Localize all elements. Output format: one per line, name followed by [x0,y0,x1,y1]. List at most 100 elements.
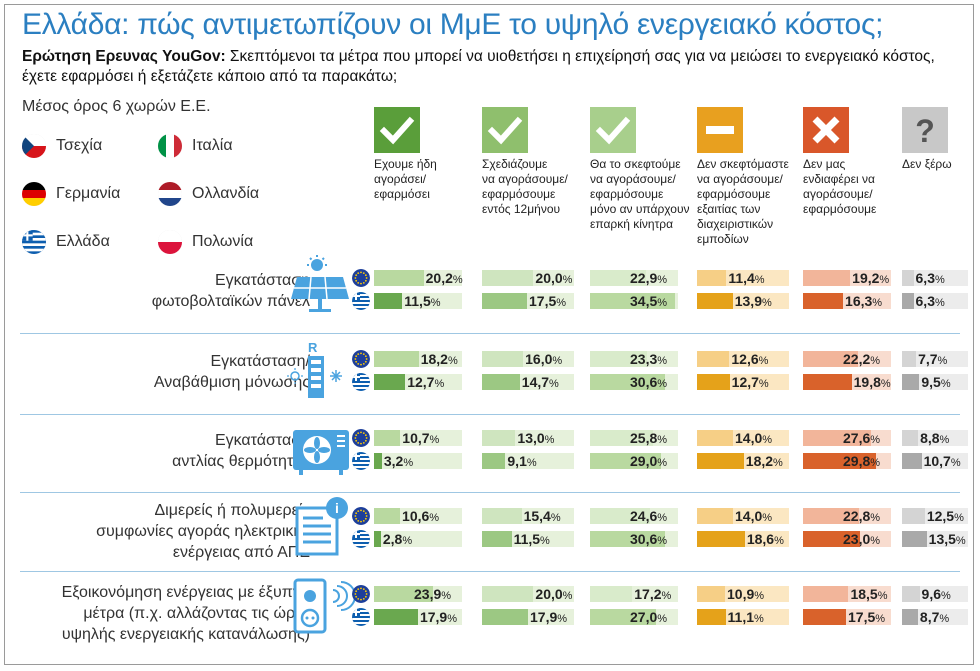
value-number: 20,0 [535,586,563,602]
column-label-line: εφαρμόσουμε [697,187,771,201]
bar-gr [590,293,675,309]
value-number: 6,3 [915,293,935,309]
value-label: 25,8% [630,430,667,446]
value-unit: % [870,355,881,367]
bar-eu [902,508,925,524]
value-unit: % [452,274,463,286]
bar-gr [902,453,922,469]
column-label-line: μόνο αν υπάρχουν [590,202,690,216]
bar-gr [803,609,846,625]
bar-track: 15,4% [482,508,574,524]
bar-gr [803,531,860,547]
bar-track: 20,0% [482,586,574,602]
bar-track: 17,5% [803,609,891,625]
value-label: 9,5% [921,374,950,390]
legend-netherlands: Ολλανδία [158,182,259,206]
column-label-line: Δεν ξέρω [902,157,952,171]
bar-gr [697,293,733,309]
bar-gr [697,453,744,469]
column-3-check-icon [590,107,636,153]
bar-track: 3,2% [374,453,462,469]
value-label: 6,3% [916,270,945,286]
column-label-line: να αγοράσουμε/ [482,172,568,186]
column-1-check-icon [374,107,420,153]
bar-eu [803,270,851,286]
value-unit: % [754,274,765,286]
value-label: 7,7% [918,351,947,367]
value-number: 9,1 [507,453,527,469]
legend-poland: Πολωνία [158,230,253,254]
row-label-line: Εξοικονόμηση ενέργειας με έξυπνα [61,584,310,601]
bar-track: 34,5% [590,293,678,309]
eu-flag-icon [352,585,370,603]
value-unit: % [552,355,563,367]
column-label-line: Δεν σκεφτόμαστε [697,157,789,171]
value-label: 29,8% [843,453,880,469]
bar-track: 12,7% [374,374,462,390]
column-2-check-icon [482,107,528,153]
value-label: 17,9% [530,609,567,625]
value-number: 27,0 [630,609,658,625]
value-number: 10,7 [402,430,430,446]
value-unit: % [875,613,886,625]
bar-gr [374,453,382,469]
value-unit: % [939,613,950,625]
row-label: Εξοικονόμηση ενέργειας με έξυπνα μέτρα (π… [62,582,310,645]
value-unit: % [870,434,881,446]
chart-frame [4,4,974,665]
italy-flag-icon [158,134,182,158]
column-label-line: εξαιτίας των [697,202,761,216]
value-number: 8,7 [919,609,940,625]
value-label: 11,5% [404,293,440,309]
bar-track: 9,6% [902,586,968,602]
value-unit: % [758,355,769,367]
column-label-line: εντός 12μήνου [482,202,561,216]
value-unit: % [880,378,891,390]
value-label: 11,4% [728,270,764,286]
value-label: 2,8% [383,531,412,547]
value-label: 22,9% [630,270,667,286]
value-number: 16,3 [845,293,873,309]
column-label-line: διαχειριστικών [697,217,774,231]
check-icon [482,107,528,153]
value-unit: % [950,457,961,469]
bar-eu [590,586,633,602]
bar-track: 22,2% [803,351,891,367]
column-4-minus-icon [697,107,743,153]
row-label: Εγκατάσταση αντλίας θερμότητας [172,430,310,472]
question-text: Σκεπτόμενοι τα μέτρα που μπορεί να υιοθε… [22,48,935,85]
value-unit: % [447,355,458,367]
value-number: 12,7 [407,374,435,390]
value-number: 11,1 [727,609,755,625]
insulation-icon: R [286,340,356,405]
legend-greece: Ελλάδα [22,230,110,254]
value-number: 11,5 [513,531,541,547]
bar-track: 8,7% [902,609,968,625]
value-number: 3,2 [383,453,404,469]
value-unit: % [762,434,773,446]
row-label-line: μέτρα (π.χ. αλλάζοντας τις ώρες [83,605,310,622]
value-unit: % [430,297,441,309]
value-number: 18,5 [850,586,878,602]
czechia-flag-icon [22,134,46,158]
value-number: 17,5 [848,609,876,625]
bar-eu [482,508,522,524]
greece-flag-icon [22,230,46,254]
row-label-line: ενέργειας από ΑΠΕ [172,544,310,561]
value-unit: % [939,434,950,446]
bar-track: 20,0% [482,270,574,286]
bar-track: 18,6% [697,531,789,547]
value-label: 9,6% [922,586,951,602]
value-unit: % [934,297,945,309]
row-separator [20,414,960,415]
row-label-line: συμφωνίες αγοράς ηλεκτρικής [96,523,310,540]
value-number: 2,8 [382,531,403,547]
greece-flag-icon [352,608,370,626]
bar-track: 17,2% [590,586,678,602]
value-unit: % [762,512,773,524]
value-label: 24,6% [630,508,667,524]
question-icon: ? [902,107,948,153]
bar-eu [590,351,648,367]
bar-track: 17,9% [374,609,462,625]
value-label: 11,1% [728,609,764,625]
